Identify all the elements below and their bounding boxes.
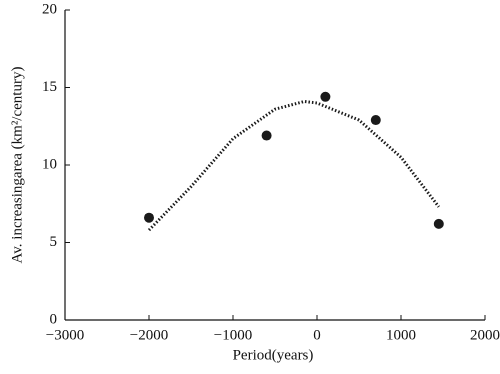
x-axis-label: Period(years) [233, 347, 314, 363]
x-tick-label: −2000 [130, 327, 168, 343]
y-tick-label: 0 [50, 311, 58, 327]
x-tick-label: 2000 [470, 327, 500, 343]
data-point [433, 218, 444, 229]
y-tick-label: 20 [42, 1, 57, 17]
y-axis-label: Av. increasingarea (km²/century) [9, 67, 25, 264]
x-tick-label: −1000 [214, 327, 252, 343]
data-point [261, 130, 272, 141]
x-tick-label: 0 [313, 327, 321, 343]
x-tick-label: −3000 [46, 327, 84, 343]
y-tick-label: 5 [50, 234, 58, 250]
y-tick-label: 10 [42, 156, 57, 172]
fit-curve [147, 99, 440, 232]
data-point [144, 212, 154, 223]
data-point [370, 115, 381, 126]
y-tick-label: 15 [42, 79, 57, 95]
data-point [320, 91, 331, 102]
x-tick-label: 1000 [386, 327, 416, 343]
